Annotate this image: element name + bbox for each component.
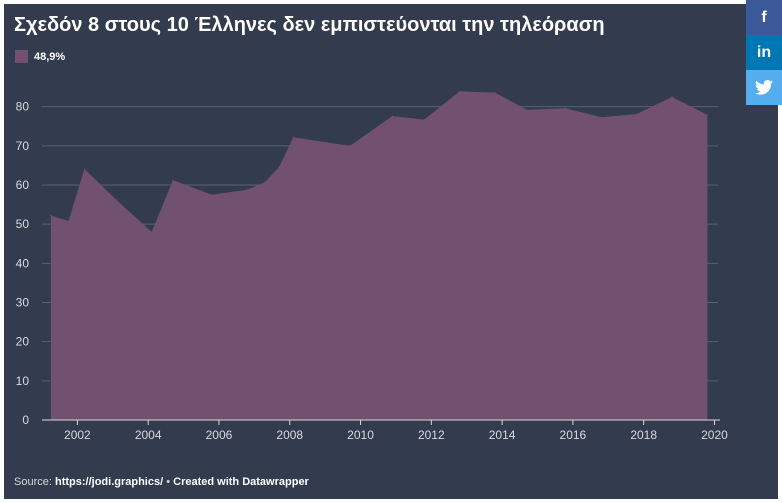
data-point [565, 107, 567, 109]
x-tick-label: 2010 [347, 428, 374, 442]
y-tick-label: 20 [16, 335, 30, 349]
x-tick-label: 2008 [276, 428, 303, 442]
share-bar: f in [746, 0, 782, 105]
x-tick-label: 2016 [560, 428, 587, 442]
data-point [278, 166, 280, 168]
source-label: Source: [14, 476, 52, 488]
y-tick-label: 80 [16, 100, 30, 114]
data-point [635, 113, 638, 115]
data-point [83, 168, 86, 170]
x-tick-label: 2006 [206, 428, 233, 442]
twitter-share-button[interactable] [746, 70, 782, 105]
data-point [292, 136, 294, 138]
chart-container: Σχεδόν 8 στους 10 Έλληνες δεν εμπιστεύον… [4, 4, 778, 499]
data-point [494, 91, 496, 94]
data-point [459, 90, 461, 92]
data-point [50, 214, 52, 217]
legend: 48,9% [15, 50, 65, 63]
y-tick-label: 40 [16, 256, 30, 270]
area-series [50, 91, 708, 421]
data-point [600, 116, 602, 118]
footer: Source: https://jodi.graphics/ • Created… [14, 476, 309, 488]
x-tick-label: 2020 [701, 428, 728, 442]
credit-text: Created with Datawrapper [173, 476, 309, 488]
y-tick-label: 30 [16, 296, 30, 310]
data-point [246, 189, 248, 191]
footer-separator: • [166, 476, 171, 488]
x-tick-label: 2002 [64, 428, 91, 442]
data-point [151, 231, 153, 233]
facebook-icon: f [761, 8, 767, 26]
x-tick-label: 2012 [418, 428, 445, 442]
y-tick-label: 70 [16, 139, 30, 153]
data-point [172, 179, 174, 181]
facebook-share-button[interactable]: f [746, 0, 782, 35]
y-tick-label: 10 [16, 374, 30, 388]
linkedin-share-button[interactable]: in [746, 35, 782, 70]
data-point [349, 145, 351, 147]
legend-swatch [15, 50, 28, 63]
x-tick-label: 2004 [135, 428, 162, 442]
y-tick-label: 60 [16, 178, 30, 192]
x-tick-label: 2018 [630, 428, 657, 442]
chart-title: Σχεδόν 8 στους 10 Έλληνες δεν εμπιστεύον… [14, 14, 605, 36]
data-point [391, 115, 393, 117]
twitter-icon [755, 80, 773, 95]
x-tick-label: 2014 [489, 428, 516, 442]
chart-svg: 0 10 20 30 40 50 60 70 80 2002 2004 2006 2008 2010 201… [16, 90, 728, 442]
data-point [115, 199, 117, 201]
y-tick-label: 0 [22, 413, 29, 427]
data-point [706, 114, 708, 116]
data-point [423, 118, 425, 121]
source-link[interactable]: https://jodi.graphics/ [54, 476, 164, 488]
data-point [526, 109, 528, 111]
legend-label: 48,9% [34, 50, 66, 63]
y-tick-label: 50 [16, 217, 30, 231]
data-point [671, 96, 673, 98]
data-point [211, 194, 213, 196]
data-point [67, 220, 70, 222]
linkedin-icon: in [756, 43, 772, 61]
data-point [264, 181, 266, 183]
